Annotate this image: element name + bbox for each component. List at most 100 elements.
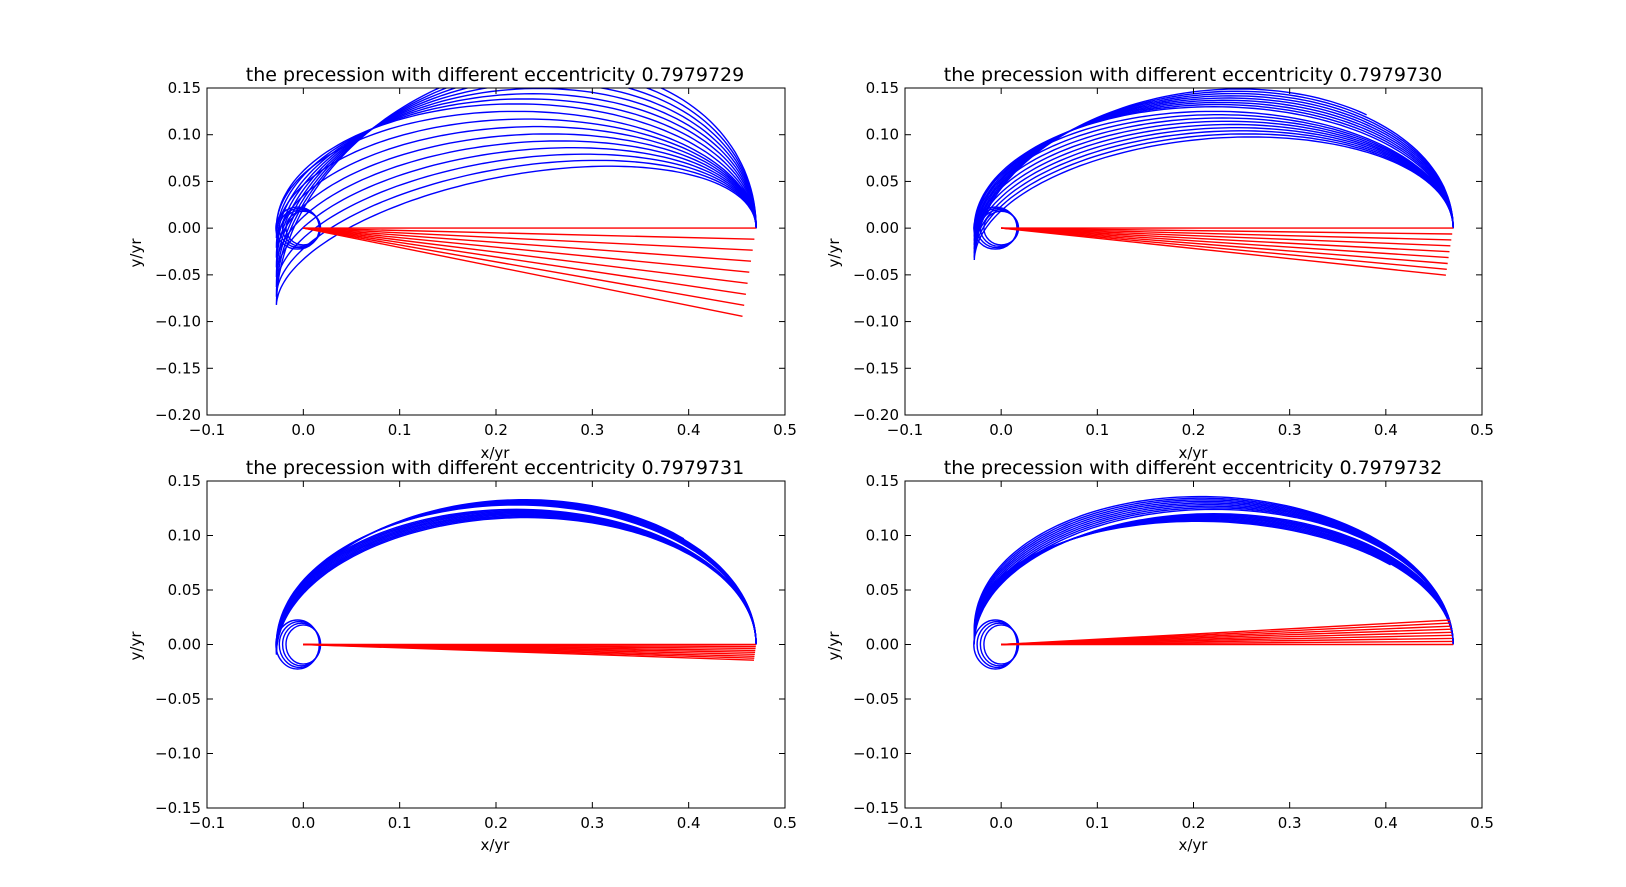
subplot-2-ytick-label: −0.10 — [853, 313, 899, 331]
subplot-1-xtick-label: 0.4 — [677, 421, 701, 439]
subplot-1-ytick-label: 0.00 — [168, 219, 201, 237]
subplot-1-ytick-label: −0.15 — [155, 359, 201, 377]
subplot-2-xtick-label: 0.2 — [1182, 421, 1206, 439]
subplot-1: the precession with different eccentrici… — [127, 64, 797, 462]
subplot-2-radius-vector — [1001, 227, 1448, 265]
subplot-4: the precession with different eccentrici… — [825, 457, 1494, 854]
subplot-2-ytick-label: 0.05 — [866, 172, 899, 190]
subplot-2-ytick-label: −0.05 — [853, 266, 899, 284]
subplot-3-radius-vector — [303, 643, 755, 661]
subplot-2-radius-vector — [1001, 227, 1446, 276]
subplot-4-ytick-label: 0.05 — [866, 581, 899, 599]
subplot-3-ytick-label: 0.00 — [168, 636, 201, 654]
subplot-4-orbit-loop — [973, 499, 1454, 645]
subplot-1-plot-area — [275, 88, 757, 317]
subplot-1-ytick-label: −0.05 — [155, 266, 201, 284]
subplot-4-xtick-label: 0.5 — [1470, 814, 1494, 832]
subplot-3-xtick-label: 0.5 — [773, 814, 797, 832]
subplot-1-radius-vector — [303, 227, 748, 284]
subplot-4-orbit-loop — [973, 497, 1454, 645]
subplot-1-radius-vector — [303, 227, 752, 262]
subplot-4-xtick-label: 0.1 — [1085, 814, 1109, 832]
subplot-3-ytick-label: 0.10 — [168, 527, 201, 545]
subplot-1-radius-vector — [303, 227, 747, 295]
subplot-3-ytick-label: −0.05 — [155, 690, 201, 708]
subplot-4-radius-vector — [1001, 619, 1450, 646]
subplot-1-ytick-label: 0.15 — [168, 79, 201, 97]
subplot-4-ytick-label: 0.15 — [866, 472, 899, 490]
subplot-2-ytick-label: 0.15 — [866, 79, 899, 97]
subplot-3-ytick-label: −0.10 — [155, 745, 201, 763]
subplot-4-xtick-label: 0.2 — [1182, 814, 1206, 832]
subplot-2-radius-vector — [1001, 227, 1452, 241]
subplot-1-ylabel: y/yr — [127, 238, 145, 268]
subplot-4-xtick-label: −0.1 — [887, 814, 923, 832]
subplot-1-xtick-label: 0.0 — [291, 421, 315, 439]
subplot-1-orbit-final-arc — [275, 88, 757, 305]
subplot-1-ytick-label: −0.20 — [155, 406, 201, 424]
subplot-2-plot-area — [973, 88, 1454, 276]
subplot-1-ytick-label: 0.10 — [168, 126, 201, 144]
subplot-2-xtick-label: 0.4 — [1374, 421, 1398, 439]
subplot-1-radius-vector — [303, 227, 745, 306]
subplot-2-ytick-label: 0.10 — [866, 126, 899, 144]
subplot-1-xtick-label: −0.1 — [189, 421, 225, 439]
subplot-3-ytick-label: −0.15 — [155, 799, 201, 817]
subplot-2-orbit-final-arc — [973, 88, 1454, 261]
subplot-4-orbit-loop — [973, 500, 1454, 645]
subplot-3-xtick-label: 0.2 — [484, 814, 508, 832]
subplot-3-orbit-final-arc — [275, 499, 757, 655]
subplot-3-xtick-label: 0.3 — [580, 814, 604, 832]
subplot-1-xtick-label: 0.5 — [773, 421, 797, 439]
subplot-4-xtick-label: 0.0 — [989, 814, 1013, 832]
subplot-2-xtick-label: −0.1 — [887, 421, 923, 439]
subplot-3-xtick-label: −0.1 — [189, 814, 225, 832]
subplot-4-ytick-label: −0.15 — [853, 799, 899, 817]
subplot-1-radius-vector — [303, 227, 743, 317]
subplot-2-radius-vector — [1001, 227, 1447, 270]
subplot-1-radius-vector — [303, 227, 750, 273]
subplot-2-xtick-label: 0.1 — [1085, 421, 1109, 439]
subplot-2-ytick-label: −0.15 — [853, 359, 899, 377]
subplot-2-radius-vector — [1001, 227, 1449, 259]
subplot-3-xlabel: x/yr — [481, 836, 511, 854]
subplot-1-radius-vector — [303, 227, 753, 251]
subplot-4-xtick-label: 0.4 — [1374, 814, 1398, 832]
subplot-4-xlabel: x/yr — [1179, 836, 1209, 854]
subplot-4-plot-area — [973, 495, 1454, 670]
subplot-4-ytick-label: 0.10 — [866, 527, 899, 545]
subplot-2-xtick-label: 0.0 — [989, 421, 1013, 439]
subplot-2-radius-vector — [1001, 227, 1453, 235]
subplot-1-title: the precession with different eccentrici… — [246, 64, 744, 86]
subplot-1-ytick-label: 0.05 — [168, 172, 201, 190]
subplot-3-ytick-label: 0.05 — [168, 581, 201, 599]
subplot-2-ytick-label: −0.20 — [853, 406, 899, 424]
subplot-1-xlabel: x/yr — [481, 444, 511, 462]
subplot-3-ytick-label: 0.15 — [168, 472, 201, 490]
subplot-1-radius-vector — [303, 227, 755, 240]
subplot-3-plot-area — [275, 499, 757, 670]
subplot-4-xtick-label: 0.3 — [1278, 814, 1302, 832]
subplot-3-ylabel: y/yr — [127, 631, 145, 661]
subplot-1-xtick-label: 0.1 — [388, 421, 412, 439]
subplot-2-xlabel: x/yr — [1179, 444, 1209, 462]
subplot-1-ytick-label: −0.10 — [155, 313, 201, 331]
subplot-4-title: the precession with different eccentrici… — [944, 457, 1442, 479]
subplot-3-xtick-label: 0.4 — [677, 814, 701, 832]
subplot-1-xtick-label: 0.3 — [580, 421, 604, 439]
subplot-2-title: the precession with different eccentrici… — [944, 64, 1442, 86]
subplot-2-ytick-label: 0.00 — [866, 219, 899, 237]
subplot-2-xtick-label: 0.5 — [1470, 421, 1494, 439]
subplot-3-xtick-label: 0.0 — [291, 814, 315, 832]
subplot-3-title: the precession with different eccentrici… — [246, 457, 744, 479]
subplot-4-ytick-label: 0.00 — [866, 636, 899, 654]
subplot-3: the precession with different eccentrici… — [127, 457, 797, 854]
subplot-4-orbit-final-arc — [973, 495, 1454, 645]
subplot-2: the precession with different eccentrici… — [825, 64, 1494, 462]
subplot-2-radius-vector — [1001, 227, 1450, 253]
subplot-2-ylabel: y/yr — [825, 238, 843, 268]
subplot-4-ylabel: y/yr — [825, 631, 843, 661]
subplot-4-ytick-label: −0.05 — [853, 690, 899, 708]
